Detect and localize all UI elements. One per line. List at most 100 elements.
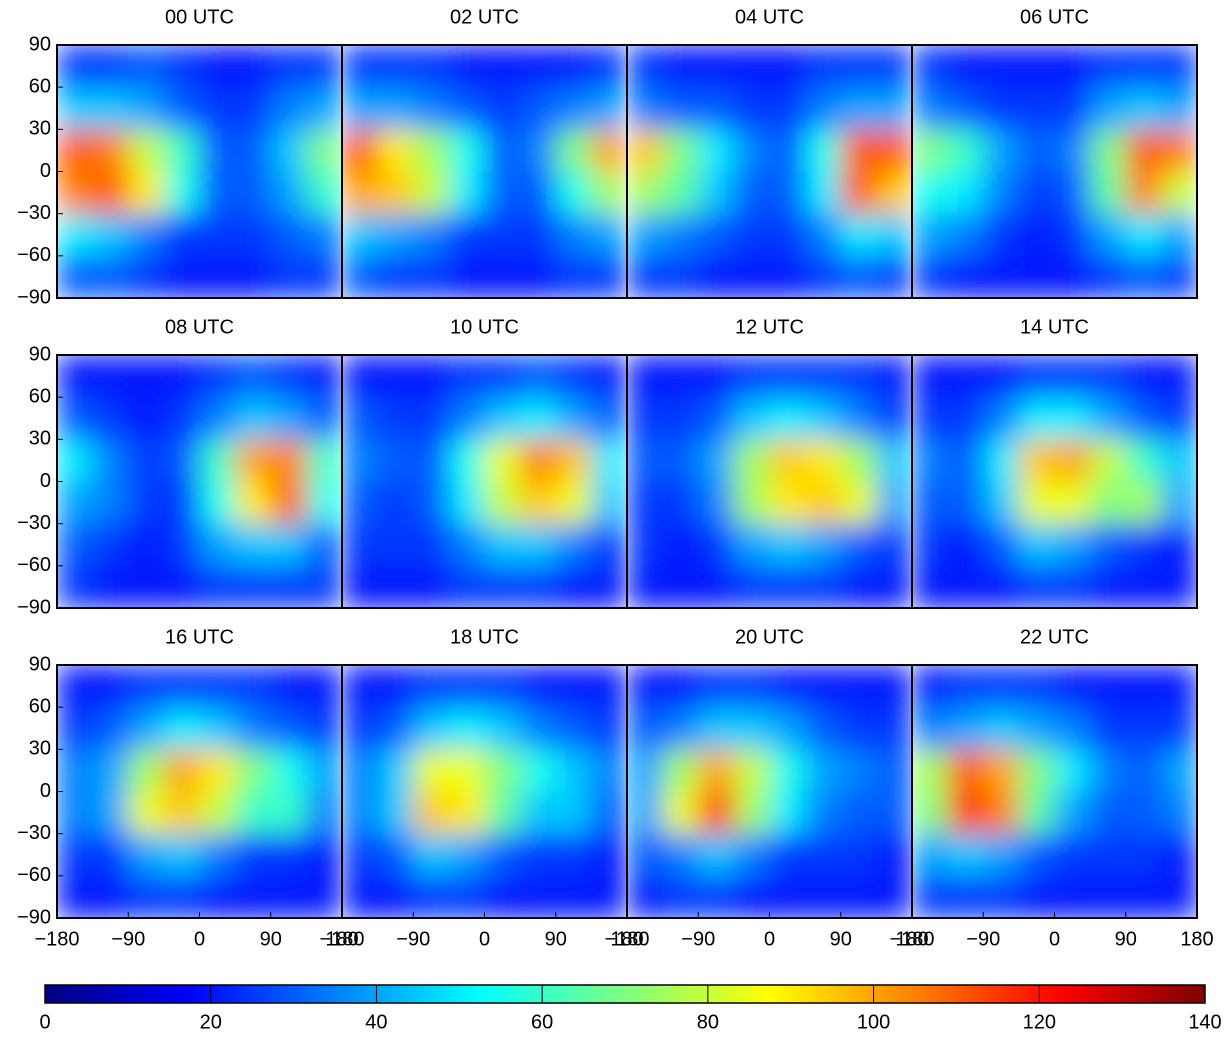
heatmap-cell <box>306 45 342 88</box>
heatmap-cell <box>413 791 450 835</box>
heatmap-cell <box>520 397 557 440</box>
heatmap-cell <box>805 791 842 835</box>
x-tick-label: 90 <box>545 928 567 950</box>
heatmap-cell <box>306 355 342 398</box>
heatmap-cell <box>1054 665 1091 708</box>
heatmap-cell <box>1018 665 1055 708</box>
heatmap-cell <box>733 565 770 608</box>
heatmap-cell <box>983 213 1020 257</box>
heatmap-cell <box>876 87 912 130</box>
heatmap-cell <box>306 833 342 877</box>
heatmap-cell <box>199 439 236 482</box>
heatmap-cell <box>627 87 664 130</box>
heatmap-cell <box>627 255 664 298</box>
heatmap-cell <box>520 749 557 792</box>
heatmap-cell <box>1054 707 1091 750</box>
heatmap-cell <box>128 481 165 525</box>
y-tick-label: 30 <box>29 738 51 760</box>
heatmap-cell <box>306 523 342 567</box>
heatmap-cell <box>163 213 200 257</box>
heatmap-cell <box>448 565 485 608</box>
heatmap-cell <box>983 87 1020 130</box>
heatmap-cell <box>947 665 984 708</box>
heatmap-cell <box>342 565 379 608</box>
heatmap-cell <box>413 355 450 398</box>
heatmap-cell <box>448 397 485 440</box>
heatmap-cell <box>733 791 770 835</box>
heatmap-cell <box>128 749 165 792</box>
heatmap-cell <box>484 45 521 88</box>
heatmap-cell <box>1090 87 1127 130</box>
heatmap-cell <box>92 87 129 130</box>
heatmap-cells <box>627 45 912 298</box>
heatmap-cell <box>1018 171 1055 215</box>
heatmap-cell <box>555 45 592 88</box>
heatmap-cell <box>733 129 770 172</box>
heatmap-cell <box>698 749 735 792</box>
heatmap-cell <box>555 355 592 398</box>
heatmap-cell <box>57 397 94 440</box>
x-tick-label: 0 <box>194 928 205 950</box>
heatmap-cell <box>1054 213 1091 257</box>
heatmap-cell <box>163 565 200 608</box>
heatmap-cell <box>698 355 735 398</box>
heatmap-cell <box>92 665 129 708</box>
heatmap-cell <box>591 749 627 792</box>
heatmap-cell <box>1161 397 1197 440</box>
x-tick-label: 180 <box>895 928 928 950</box>
heatmap-cell <box>555 481 592 525</box>
heatmap-cell <box>270 481 307 525</box>
heatmap-cell <box>698 255 735 298</box>
heatmap-cell <box>57 45 94 88</box>
heatmap-cell <box>1054 355 1091 398</box>
y-tick-label: −60 <box>17 244 51 266</box>
heatmap-cell <box>128 707 165 750</box>
heatmap-cell <box>805 481 842 525</box>
heatmap-cell <box>1090 791 1127 835</box>
heatmap-cell <box>1054 129 1091 172</box>
heatmap-cell <box>876 481 912 525</box>
heatmap-cell <box>270 833 307 877</box>
heatmap-cell <box>769 129 806 172</box>
heatmap-cell <box>484 213 521 257</box>
heatmap-cell <box>306 791 342 835</box>
heatmap-cell <box>627 665 664 708</box>
heatmap-cell <box>342 523 379 567</box>
heatmap-cell <box>199 355 236 398</box>
heatmap-cell <box>733 213 770 257</box>
heatmap-cell <box>591 213 627 257</box>
heatmap-cell <box>840 439 877 482</box>
heatmap-cell <box>840 87 877 130</box>
heatmap-cell <box>1054 481 1091 525</box>
heatmap-cell <box>199 523 236 567</box>
heatmap-cell <box>342 875 379 918</box>
heatmap-cell <box>448 481 485 525</box>
heatmap-cell <box>484 255 521 298</box>
heatmap-cell <box>413 255 450 298</box>
heatmap-cell <box>733 523 770 567</box>
heatmap-cell <box>413 213 450 257</box>
heatmap-cell <box>92 355 129 398</box>
heatmap-cell <box>1161 481 1197 525</box>
heatmap-cell <box>377 397 414 440</box>
heatmap-cell <box>128 523 165 567</box>
heatmap-cell <box>555 665 592 708</box>
heatmap-cell <box>769 213 806 257</box>
y-tick-label: 0 <box>40 470 51 492</box>
heatmap-cell <box>1090 255 1127 298</box>
heatmap-cell <box>163 481 200 525</box>
heatmap-cell <box>199 397 236 440</box>
heatmap-cell <box>1161 439 1197 482</box>
colorbar-tick-label: 80 <box>697 1011 719 1033</box>
heatmap-cell <box>1125 707 1162 750</box>
heatmap-cell <box>128 213 165 257</box>
x-tick-label: 0 <box>1049 928 1060 950</box>
heatmap-cell <box>1125 213 1162 257</box>
heatmap-cell <box>627 791 664 835</box>
heatmap-cell <box>1125 87 1162 130</box>
heatmap-cell <box>235 523 272 567</box>
heatmap-cell <box>377 439 414 482</box>
heatmap-cell <box>805 707 842 750</box>
heatmap-cell <box>1161 791 1197 835</box>
heatmap-cell <box>840 129 877 172</box>
